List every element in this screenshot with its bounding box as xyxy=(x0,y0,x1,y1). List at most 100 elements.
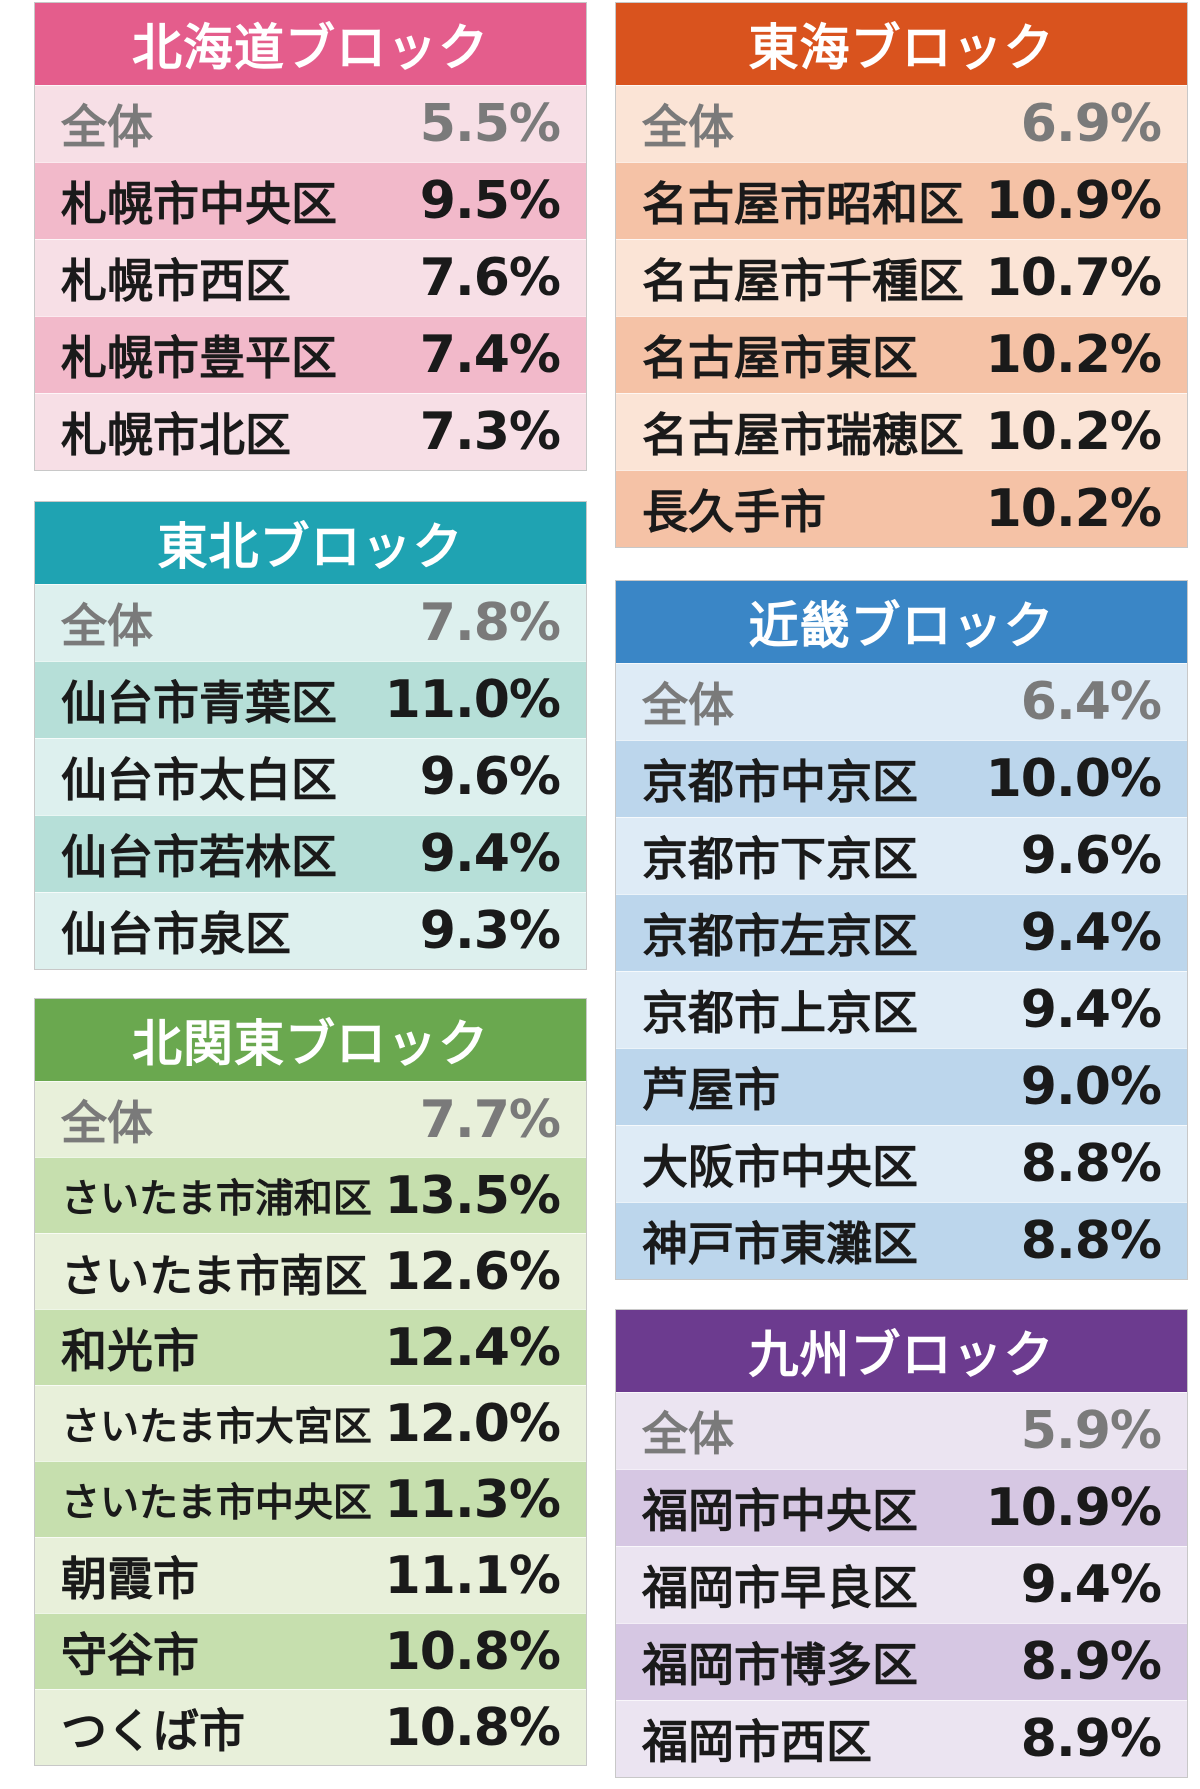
rate-value: 10.9% xyxy=(985,171,1162,231)
table-row: 札幌市北区 7.3% xyxy=(35,393,586,470)
rate-value: 13.5% xyxy=(384,1165,561,1226)
rate-value: 7.7% xyxy=(419,1089,561,1150)
area-name: 仙台市青葉区 xyxy=(61,676,337,730)
area-name: 札幌市西区 xyxy=(61,254,291,308)
total-row: 全体 6.4% xyxy=(616,663,1187,740)
rate-value: 10.2% xyxy=(985,402,1162,462)
rate-value: 7.6% xyxy=(419,248,561,308)
rate-value: 11.3% xyxy=(384,1469,561,1530)
table-row: 札幌市豊平区 7.4% xyxy=(35,316,586,393)
rate-value: 10.2% xyxy=(985,479,1162,539)
area-name: 全体 xyxy=(642,678,734,732)
rate-value: 11.1% xyxy=(384,1545,561,1606)
area-name: さいたま市浦和区 xyxy=(61,1176,372,1222)
block-title: 近畿ブロック xyxy=(616,581,1187,663)
table-row: 名古屋市昭和区 10.9% xyxy=(616,162,1187,239)
area-name: 京都市下京区 xyxy=(642,832,918,886)
rate-value: 10.2% xyxy=(985,325,1162,385)
total-row: 全体 6.9% xyxy=(616,85,1187,162)
area-name: 札幌市豊平区 xyxy=(61,331,337,385)
area-name: 芦屋市 xyxy=(642,1063,780,1117)
table-row: 札幌市西区 7.6% xyxy=(35,239,586,316)
area-name: 全体 xyxy=(642,100,734,154)
area-name: 名古屋市瑞穂区 xyxy=(642,408,964,462)
rate-value: 10.8% xyxy=(384,1697,561,1758)
rate-value: 5.5% xyxy=(419,94,561,154)
total-row: 全体 5.9% xyxy=(616,1392,1187,1469)
rate-value: 9.6% xyxy=(1020,826,1162,886)
rate-value: 10.0% xyxy=(985,749,1162,809)
area-name: さいたま市中央区 xyxy=(61,1480,372,1526)
area-name: 仙台市太白区 xyxy=(61,753,337,807)
rate-value: 7.8% xyxy=(419,593,561,653)
table-row: 仙台市太白区 9.6% xyxy=(35,738,586,815)
rate-value: 9.4% xyxy=(1020,980,1162,1040)
rate-value: 6.4% xyxy=(1020,672,1162,732)
total-row: 全体 7.7% xyxy=(35,1081,586,1157)
area-name: さいたま市南区 xyxy=(61,1250,368,1302)
area-name: 札幌市北区 xyxy=(61,408,291,462)
block-kitakanto: 北関東ブロック 全体 7.7% さいたま市浦和区 13.5% さいたま市南区 12.6% 和光… xyxy=(34,998,587,1766)
block-title: 北海道ブロック xyxy=(35,3,586,85)
area-name: 守谷市 xyxy=(61,1627,199,1682)
table-row: 名古屋市東区 10.2% xyxy=(616,316,1187,393)
rate-value: 10.9% xyxy=(985,1478,1162,1538)
rate-value: 11.0% xyxy=(384,670,561,730)
rate-value: 9.4% xyxy=(419,824,561,884)
area-name: 全体 xyxy=(61,100,153,154)
area-name: つくば市 xyxy=(61,1703,245,1758)
table-row: 福岡市西区 8.9% xyxy=(616,1700,1187,1777)
rate-value: 6.9% xyxy=(1020,94,1162,154)
area-name: 仙台市泉区 xyxy=(61,907,291,961)
block-hokkaido: 北海道ブロック 全体 5.5% 札幌市中央区 9.5% 札幌市西区 7.6% 札幌市豊平区 7.… xyxy=(34,2,587,471)
table-row: 京都市左京区 9.4% xyxy=(616,894,1187,971)
rate-value: 8.9% xyxy=(1020,1709,1162,1769)
rate-value: 10.7% xyxy=(985,248,1162,308)
area-name: 福岡市西区 xyxy=(642,1715,872,1769)
table-row: 朝霞市 11.1% xyxy=(35,1537,586,1613)
table-row: 和光市 12.4% xyxy=(35,1309,586,1385)
area-name: 福岡市博多区 xyxy=(642,1638,918,1692)
area-name: 大阪市中央区 xyxy=(642,1140,918,1194)
table-row: 京都市中京区 10.0% xyxy=(616,740,1187,817)
rate-value: 7.3% xyxy=(419,402,561,462)
total-row: 全体 5.5% xyxy=(35,85,586,162)
rate-value: 9.0% xyxy=(1020,1057,1162,1117)
area-name: さいたま市大宮区 xyxy=(61,1404,372,1450)
table-row: さいたま市浦和区 13.5% xyxy=(35,1157,586,1233)
table-row: 福岡市中央区 10.9% xyxy=(616,1469,1187,1546)
rate-value: 12.0% xyxy=(384,1393,561,1454)
table-row: 神戸市東灘区 8.8% xyxy=(616,1202,1187,1279)
table-row: 仙台市若林区 9.4% xyxy=(35,815,586,892)
area-name: 福岡市中央区 xyxy=(642,1484,918,1538)
rate-value: 9.5% xyxy=(419,171,561,231)
rate-value: 9.4% xyxy=(1020,903,1162,963)
rate-value: 9.3% xyxy=(419,901,561,961)
table-row: 京都市下京区 9.6% xyxy=(616,817,1187,894)
block-title: 九州ブロック xyxy=(616,1310,1187,1392)
block-title: 東北ブロック xyxy=(35,502,586,584)
block-tohoku: 東北ブロック全体 7.8% 仙台市青葉区 11.0% 仙台市太白区 9.6% 仙台市若林区 9… xyxy=(34,501,587,970)
block-tokai: 東海ブロック 全体 6.9% 名古屋市昭和区 10.9% 名古屋市千種区 10.7% 名古屋市… xyxy=(615,2,1188,548)
table-row: 名古屋市千種区 10.7% xyxy=(616,239,1187,316)
area-name: 仙台市若林区 xyxy=(61,830,337,884)
rate-value: 9.4% xyxy=(1020,1555,1162,1615)
area-name: 全体 xyxy=(61,599,153,653)
table-row: 長久手市 10.2% xyxy=(616,470,1187,547)
rate-value: 12.6% xyxy=(384,1241,561,1302)
rate-value: 5.9% xyxy=(1020,1401,1162,1461)
area-name: 全体 xyxy=(61,1095,153,1150)
area-name: 名古屋市昭和区 xyxy=(642,177,964,231)
block-title: 東海ブロック xyxy=(616,3,1187,85)
rate-value: 8.9% xyxy=(1020,1632,1162,1692)
block-kinki: 近畿ブロック全体 6.4% 京都市中京区 10.0% 京都市下京区 9.6% 京都市左京区 9… xyxy=(615,580,1188,1280)
area-name: 京都市上京区 xyxy=(642,986,918,1040)
table-row: 札幌市中央区 9.5% xyxy=(35,162,586,239)
table-row: さいたま市大宮区 12.0% xyxy=(35,1385,586,1461)
rate-value: 8.8% xyxy=(1020,1211,1162,1271)
table-row: さいたま市中央区 11.3% xyxy=(35,1461,586,1537)
table-row: 仙台市青葉区 11.0% xyxy=(35,661,586,738)
area-name: 神戸市東灘区 xyxy=(642,1217,918,1271)
table-row: 京都市上京区 9.4% xyxy=(616,971,1187,1048)
rate-value: 12.4% xyxy=(384,1317,561,1378)
